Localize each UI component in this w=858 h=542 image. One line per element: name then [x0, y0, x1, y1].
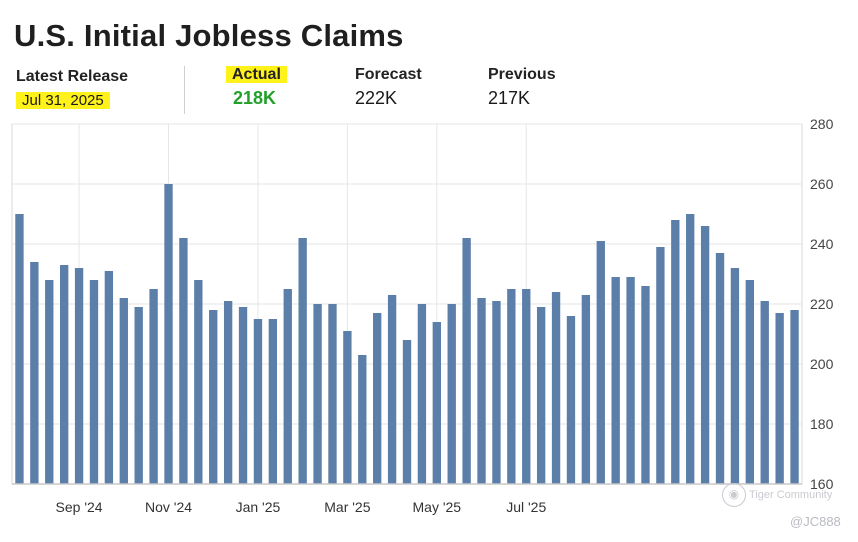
bar: [432, 322, 441, 484]
bar: [760, 301, 769, 484]
x-tick-label: Nov '24: [145, 499, 192, 515]
bar: [522, 289, 531, 484]
bar: [641, 286, 650, 484]
actual-block: Actual 218K: [226, 66, 287, 109]
y-tick-label: 180: [810, 416, 834, 432]
bar: [343, 331, 352, 484]
bar: [104, 271, 114, 484]
bar: [507, 289, 516, 484]
latest-release-block: Latest Release Jul 31, 2025: [16, 68, 128, 109]
bar: [194, 280, 203, 484]
bar: [179, 238, 188, 484]
bar: [477, 298, 486, 484]
y-tick-label: 260: [810, 176, 834, 192]
x-tick-label: Jan '25: [236, 499, 281, 515]
bar: [566, 316, 576, 484]
x-tick-label: Mar '25: [324, 499, 370, 515]
bar: [581, 295, 591, 484]
forecast-value: 222K: [355, 88, 398, 108]
bar: [268, 319, 278, 484]
bar: [358, 355, 367, 484]
forecast-label: Forecast: [355, 66, 422, 83]
bar: [149, 289, 158, 484]
y-tick-label: 160: [810, 476, 834, 492]
bar: [119, 298, 128, 484]
bar: [626, 277, 635, 484]
forecast-block: Forecast 222K: [355, 66, 422, 109]
watermark: ◉ Tiger Community: [722, 483, 832, 507]
latest-release-date: Jul 31, 2025: [16, 92, 110, 109]
y-tick-label: 220: [810, 296, 834, 312]
bar: [313, 304, 322, 484]
bar: [447, 304, 456, 484]
actual-label: Actual: [226, 66, 287, 83]
bar: [253, 319, 263, 484]
tiger-logo-icon: ◉: [722, 483, 746, 507]
bar: [790, 310, 799, 484]
bar: [611, 277, 620, 484]
bar: [59, 265, 69, 484]
bar: [89, 280, 99, 484]
latest-release-label: Latest Release: [16, 68, 129, 85]
bar: [373, 313, 382, 484]
bar: [700, 226, 710, 484]
bar: [283, 289, 292, 484]
bar: [551, 292, 561, 484]
bar: [536, 307, 546, 484]
x-tick-label: Jul '25: [506, 499, 546, 515]
author-handle: @JC888: [790, 514, 841, 529]
bar: [417, 304, 427, 484]
bar: [223, 301, 233, 484]
header-divider: [184, 66, 185, 114]
bar: [328, 304, 337, 484]
bar: [656, 247, 665, 484]
bar: [30, 262, 39, 484]
bar: [730, 268, 740, 484]
bar: [134, 307, 143, 484]
bar: [238, 307, 248, 484]
bar: [164, 184, 173, 484]
bar: [298, 238, 307, 484]
bar: [402, 340, 412, 484]
bar: [462, 238, 471, 484]
previous-block: Previous 217K: [488, 66, 556, 109]
x-tick-label: May '25: [413, 499, 462, 515]
bar: [671, 220, 680, 484]
bar: [686, 214, 695, 484]
previous-value: 217K: [488, 88, 531, 108]
bar: [209, 310, 218, 484]
bar: [596, 241, 605, 484]
bar: [15, 214, 24, 484]
bar: [745, 280, 755, 484]
page-title: U.S. Initial Jobless Claims: [14, 18, 404, 53]
bar: [775, 313, 784, 484]
bar: [74, 268, 84, 484]
y-tick-label: 240: [810, 236, 834, 252]
y-tick-label: 280: [810, 116, 834, 132]
actual-value: 218K: [233, 88, 277, 108]
watermark-text: Tiger Community: [749, 488, 833, 501]
previous-label: Previous: [488, 66, 556, 83]
y-tick-label: 200: [810, 356, 834, 372]
bar: [45, 280, 54, 484]
bar: [492, 301, 501, 484]
bar: [387, 295, 397, 484]
x-tick-label: Sep '24: [56, 499, 103, 515]
bar: [715, 253, 725, 484]
